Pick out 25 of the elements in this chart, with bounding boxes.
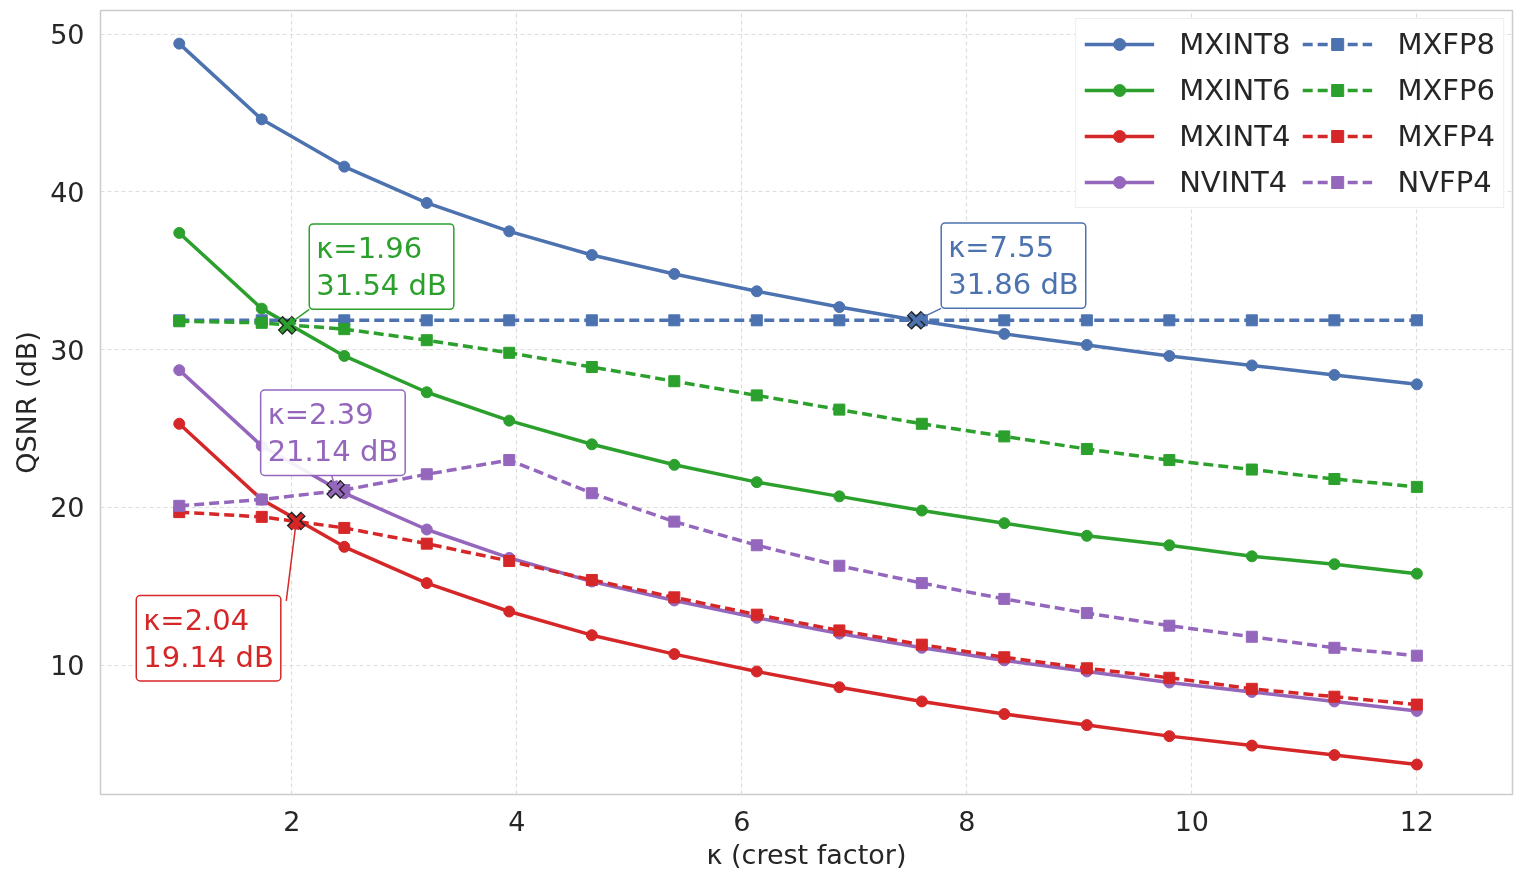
legend-label: MXINT4 bbox=[1179, 119, 1291, 153]
legend-label: NVINT4 bbox=[1179, 165, 1288, 199]
y-tick-label: 40 bbox=[50, 176, 85, 208]
x-tick-label: 12 bbox=[1399, 805, 1435, 837]
legend-label: MXINT6 bbox=[1179, 73, 1291, 107]
y-axis-title: QSNR (dB) bbox=[11, 331, 43, 474]
legend-label: MXINT8 bbox=[1179, 27, 1291, 61]
annotation: κ=7.55 31.86 dB bbox=[948, 229, 1079, 302]
x-tick-label: 2 bbox=[283, 805, 301, 837]
legend-label: MXFP6 bbox=[1397, 73, 1495, 107]
y-tick-label: 50 bbox=[50, 19, 85, 51]
y-tick-label: 30 bbox=[50, 334, 85, 366]
annotation: κ=2.04 19.14 dB bbox=[143, 602, 274, 674]
x-axis-title: κ (crest factor) bbox=[706, 838, 907, 870]
annotation: κ=2.39 21.14 dB bbox=[267, 397, 399, 469]
x-tick-label: 4 bbox=[508, 805, 526, 837]
legend-label: NVFP4 bbox=[1397, 165, 1492, 199]
y-tick-label: 20 bbox=[50, 492, 85, 524]
x-tick-label: 6 bbox=[733, 805, 751, 837]
annotation: κ=1.96 31.54 dB bbox=[316, 230, 447, 303]
legend-label: MXFP4 bbox=[1397, 119, 1495, 153]
y-tick-label: 10 bbox=[50, 650, 85, 682]
legend-label: MXFP8 bbox=[1397, 27, 1495, 61]
x-tick-label: 8 bbox=[958, 805, 976, 837]
x-tick-label: 10 bbox=[1174, 805, 1210, 837]
